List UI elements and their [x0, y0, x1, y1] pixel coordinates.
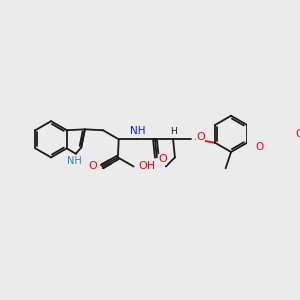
- Text: O: O: [296, 129, 300, 139]
- Text: O: O: [255, 142, 263, 152]
- Text: O: O: [296, 129, 300, 139]
- Text: O: O: [158, 154, 167, 164]
- Text: H: H: [170, 128, 177, 136]
- Text: O: O: [88, 161, 97, 172]
- Text: O: O: [255, 142, 263, 152]
- Text: NH: NH: [130, 126, 146, 136]
- Text: OH: OH: [139, 161, 156, 172]
- Text: OH: OH: [139, 161, 156, 172]
- Text: NH: NH: [67, 156, 82, 166]
- Text: H: H: [170, 128, 177, 136]
- Text: NH: NH: [67, 156, 82, 166]
- Text: O: O: [158, 154, 167, 164]
- Text: NH: NH: [130, 126, 146, 136]
- Text: O: O: [196, 132, 205, 142]
- Text: O: O: [196, 132, 205, 142]
- Text: O: O: [88, 161, 97, 172]
